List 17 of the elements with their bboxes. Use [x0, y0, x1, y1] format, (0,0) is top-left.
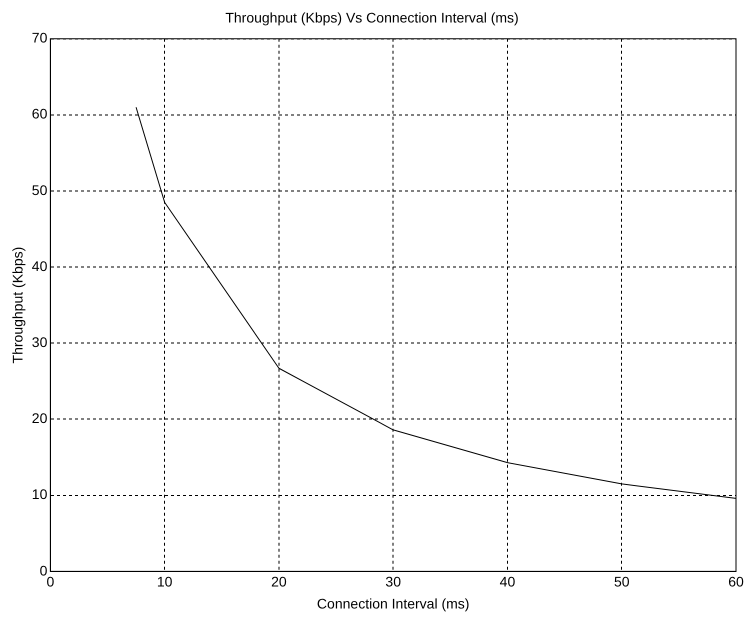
y-axis-title: Throughput (Kbps): [9, 246, 26, 364]
y-tick-label: 10: [32, 486, 48, 502]
y-tick-label: 50: [32, 182, 48, 198]
y-tick-label: 30: [32, 334, 48, 350]
x-tick-label: 50: [614, 574, 630, 590]
y-tick-label: 60: [32, 106, 48, 122]
x-tick-label: 60: [728, 574, 744, 590]
x-tick-label: 40: [500, 574, 516, 590]
x-tick-label: 20: [271, 574, 287, 590]
x-tick-label: 10: [156, 574, 173, 590]
chart-title: Throughput (Kbps) Vs Connection Interval (ms): [225, 9, 519, 26]
y-tick-label: 40: [32, 258, 48, 274]
x-axis-title: Connection Interval (ms): [316, 595, 470, 612]
y-tick-label: 70: [32, 30, 48, 46]
y-tick-label: 0: [40, 562, 48, 578]
y-tick-label: 20: [32, 410, 48, 426]
x-tick-label: 30: [385, 574, 402, 590]
